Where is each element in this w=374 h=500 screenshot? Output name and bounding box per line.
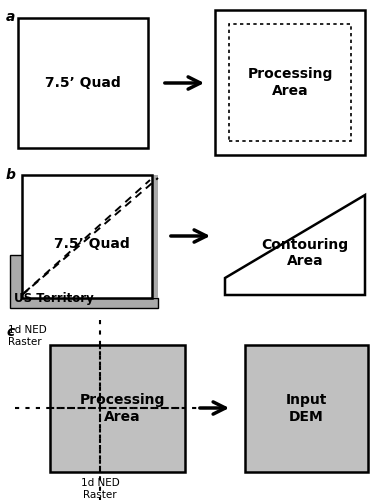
Polygon shape	[152, 175, 158, 298]
Bar	[229, 24, 351, 141]
Bar	[215, 10, 365, 155]
Text: US Territory: US Territory	[14, 292, 94, 305]
Polygon shape	[225, 195, 365, 295]
Text: 7.5’ Quad: 7.5’ Quad	[54, 238, 130, 252]
Bar	[22, 175, 152, 298]
Text: 7.5’ Quad: 7.5’ Quad	[45, 76, 121, 90]
Bar	[18, 18, 148, 148]
Text: 1d NED
Raster: 1d NED Raster	[8, 325, 47, 346]
Text: Contouring
Area: Contouring Area	[261, 238, 349, 268]
Bar	[50, 345, 185, 472]
Text: c: c	[6, 325, 14, 339]
Text: a: a	[6, 10, 15, 24]
Polygon shape	[10, 255, 158, 308]
Bar	[245, 345, 368, 472]
Text: Processing
Area: Processing Area	[247, 68, 333, 98]
Text: b: b	[6, 168, 16, 182]
Text: 1d NED
Raster: 1d NED Raster	[81, 478, 119, 500]
Text: Input
DEM: Input DEM	[286, 394, 327, 424]
Text: Processing
Area: Processing Area	[80, 394, 165, 424]
